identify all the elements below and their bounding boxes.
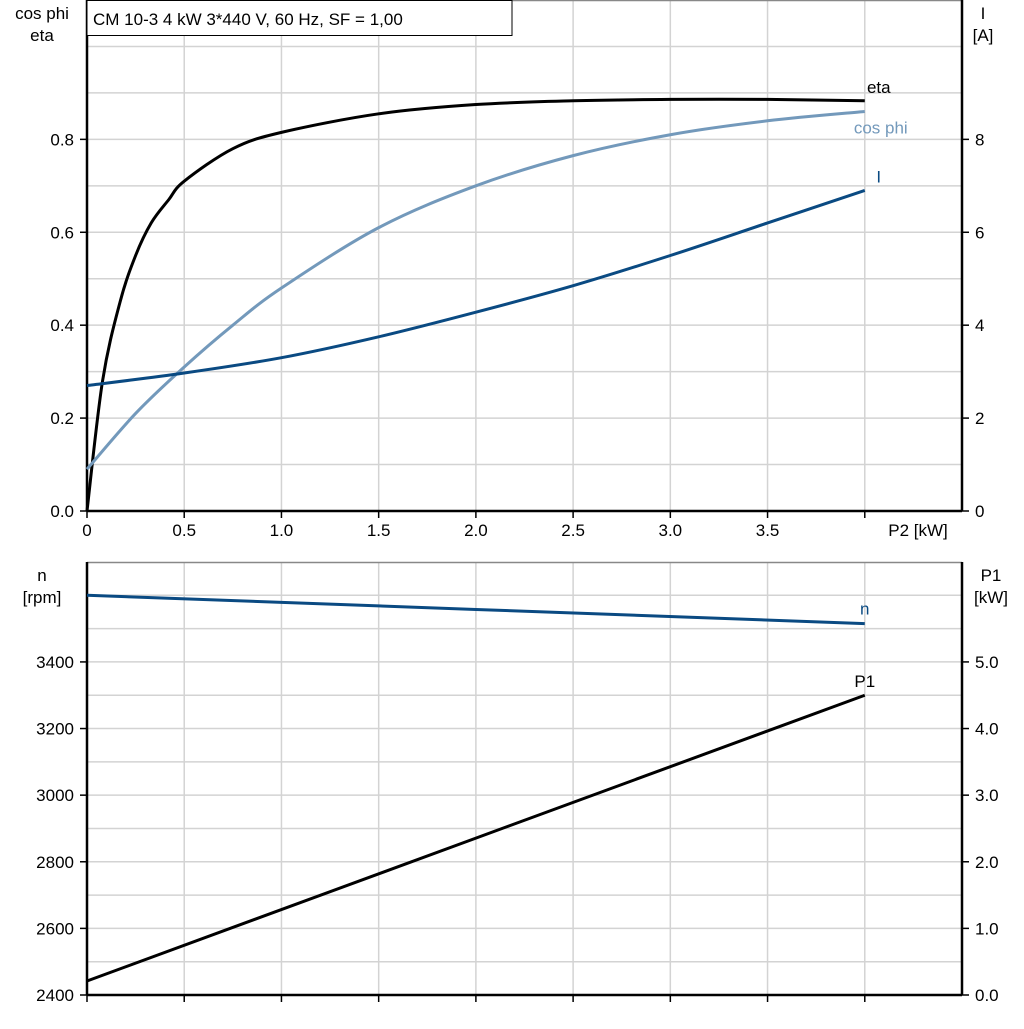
y-left-tick-label: 0.8	[50, 130, 74, 149]
y-right-tick-label: 3.0	[975, 786, 999, 805]
y-right-tick-label: 0.0	[975, 986, 999, 1005]
y-right-tick-label: 2.0	[975, 853, 999, 872]
y-left-axis-label: n	[37, 566, 46, 585]
x-tick-label: 0.5	[172, 521, 196, 540]
series-line-eta	[85, 97, 865, 512]
y-right-tick-label: 8	[975, 130, 984, 149]
y-left-tick-label: 0.2	[50, 409, 74, 428]
y-left-axis-label: cos phi	[15, 4, 69, 23]
series-label-cos-phi: cos phi	[854, 118, 908, 137]
x-tick-label: 2.5	[561, 521, 585, 540]
chart-title: CM 10-3 4 kW 3*440 V, 60 Hz, SF = 1,00	[93, 10, 403, 29]
series-label-eta: eta	[867, 78, 891, 97]
y-right-tick-label: 4.0	[975, 720, 999, 739]
x-tick-label: 1.0	[270, 521, 294, 540]
y-right-axis-label: P1	[981, 566, 1002, 585]
y-left-tick-label: 0.6	[50, 223, 74, 242]
panel-1	[80, 0, 969, 518]
y-right-axis-label: [A]	[973, 26, 994, 45]
y-right-tick-label: 0	[975, 502, 984, 521]
y-right-tick-label: 2	[975, 409, 984, 428]
series-line-n	[86, 593, 865, 626]
title-box	[86, 0, 513, 36]
y-left-tick-label: 0.4	[50, 316, 74, 335]
y-right-tick-label: 4	[975, 316, 984, 335]
y-left-tick-label: 3400	[36, 653, 74, 672]
x-tick-label: 1.5	[367, 521, 391, 540]
series-label-i: I	[876, 167, 881, 186]
x-tick-label: 3.5	[756, 521, 780, 540]
y-left-tick-label: 2400	[36, 986, 74, 1005]
y-right-tick-label: 5.0	[975, 653, 999, 672]
x-tick-label: 2.0	[464, 521, 488, 540]
series-label-p1: P1	[854, 672, 875, 691]
y-right-tick-label: 1.0	[975, 919, 999, 938]
y-left-tick-label: 3200	[36, 720, 74, 739]
series-label-n: n	[860, 600, 869, 619]
x-axis-label: P2 [kW]	[888, 521, 948, 540]
y-left-axis-label: eta	[30, 26, 54, 45]
y-left-tick-label: 3000	[36, 786, 74, 805]
y-left-tick-label: 0.0	[50, 502, 74, 521]
y-right-tick-label: 6	[975, 223, 984, 242]
y-left-axis-label: [rpm]	[23, 588, 62, 607]
y-left-tick-label: 2600	[36, 919, 74, 938]
series-line-i	[86, 189, 866, 388]
y-right-axis-label: [kW]	[974, 588, 1008, 607]
y-right-axis-label: I	[981, 4, 986, 23]
x-tick-label: 3.0	[659, 521, 683, 540]
y-left-tick-label: 2800	[36, 853, 74, 872]
panel-2	[80, 561, 969, 1002]
x-tick-label: 0	[82, 521, 91, 540]
series-line-p1	[86, 693, 866, 983]
